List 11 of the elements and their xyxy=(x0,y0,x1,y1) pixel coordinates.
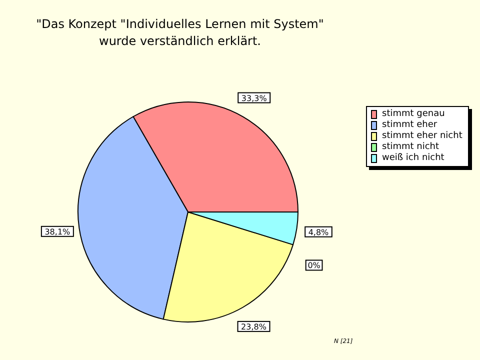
legend-label: stimmt eher xyxy=(382,120,438,131)
legend-label: stimmt eher nicht xyxy=(382,131,462,142)
data-label: 23,8% xyxy=(241,322,267,332)
legend-label: stimmt genau xyxy=(382,109,445,120)
data-label: 33,3% xyxy=(241,94,268,103)
legend-label: weiß ich nicht xyxy=(382,153,444,164)
data-label: 4,8% xyxy=(308,228,330,237)
chart-title: "Das Konzept "Individuelles Lernen mit System" wurde verständlich erklärt. xyxy=(35,16,325,50)
text: 0% xyxy=(308,261,320,270)
legend-label: stimmt nicht xyxy=(382,142,440,153)
data-label: 38,1% xyxy=(44,227,71,236)
